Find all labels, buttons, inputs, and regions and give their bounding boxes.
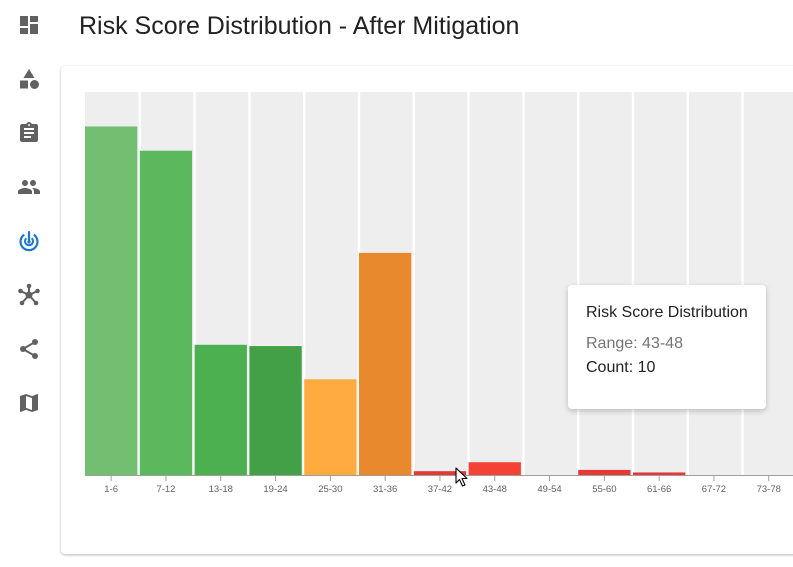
grid-separator	[302, 92, 306, 475]
chart-card: 1-6 7-12 13-18 19-24 25-30 31-36 37-42 43-48 49-…	[61, 66, 793, 554]
x-tick-label: 49-54	[537, 484, 561, 495]
hub-icon[interactable]	[17, 283, 41, 307]
x-tick-label: 25-30	[318, 484, 342, 495]
x-tick-label: 19-24	[263, 484, 287, 495]
bar-chart: 1-6 7-12 13-18 19-24 25-30 31-36 37-42 43-48 49-…	[85, 92, 793, 495]
bar-1-6[interactable]	[85, 126, 138, 475]
grid-separator	[467, 92, 470, 475]
grid-separator	[412, 92, 416, 475]
x-tick-label: 31-36	[373, 484, 397, 495]
x-tick-label: 55-60	[592, 484, 616, 495]
bar-19-24[interactable]	[249, 346, 302, 475]
x-tick-label: 61-66	[647, 484, 671, 495]
chart-tooltip: Risk Score Distribution Range: 43-48 Cou…	[568, 285, 766, 409]
sidebar-nav	[0, 0, 60, 567]
bar-7-12[interactable]	[139, 150, 193, 475]
bar-25-30[interactable]	[304, 379, 357, 475]
grid-separator	[193, 92, 196, 475]
page-title: Risk Score Distribution - After Mitigati…	[79, 12, 520, 40]
grid-separator	[248, 92, 251, 475]
tooltip-range: Range: 43-48	[586, 335, 683, 352]
mouse-pointer-icon	[455, 467, 468, 487]
bar-31-36[interactable]	[359, 252, 412, 475]
bar-55-60[interactable]	[578, 469, 631, 475]
x-tick-label: 73-78	[757, 484, 781, 495]
clipboard-icon[interactable]	[17, 121, 41, 145]
bar-61-66[interactable]	[633, 472, 686, 475]
grid-separator	[686, 92, 690, 475]
grid-separator	[631, 92, 635, 475]
grid-separator	[576, 92, 580, 475]
x-tick-label: 1-6	[104, 484, 118, 495]
tooltip-title: Risk Score Distribution	[586, 304, 748, 321]
bar-37-42[interactable]	[413, 471, 467, 475]
x-tick-label: 13-18	[209, 484, 233, 495]
bar-43-48[interactable]	[468, 462, 521, 475]
dashboard-icon[interactable]	[17, 13, 41, 37]
share-icon[interactable]	[17, 337, 41, 361]
x-tick-label: 43-48	[483, 484, 507, 495]
x-tick-label: 7-12	[156, 484, 175, 495]
grid-separator	[741, 92, 744, 475]
tooltip-count: Count: 10	[586, 359, 656, 376]
radar-icon[interactable]	[17, 229, 41, 253]
map-icon[interactable]	[17, 391, 41, 415]
shapes-icon[interactable]	[17, 67, 41, 91]
x-tick-label: 67-72	[702, 484, 726, 495]
bar-13-18[interactable]	[194, 344, 247, 475]
x-tick-label: 37-42	[428, 484, 452, 495]
people-icon[interactable]	[17, 175, 41, 199]
grid-separator	[522, 92, 525, 475]
